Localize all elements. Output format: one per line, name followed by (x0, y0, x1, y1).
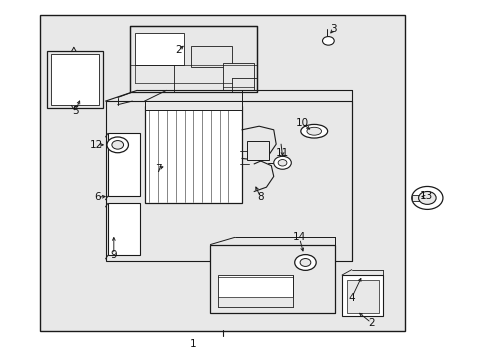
Circle shape (107, 137, 128, 153)
Circle shape (112, 140, 123, 149)
Circle shape (418, 192, 435, 204)
Text: 2: 2 (175, 45, 182, 55)
Bar (40, 15, 405, 330)
Text: 11: 11 (275, 148, 288, 158)
Circle shape (294, 255, 316, 270)
Text: 10: 10 (295, 118, 308, 128)
Text: 1: 1 (190, 339, 196, 349)
Text: 4: 4 (348, 293, 354, 303)
Text: 5: 5 (72, 106, 79, 116)
Bar (217, 275, 293, 307)
Text: 2: 2 (367, 318, 374, 328)
Bar (411, 195, 419, 201)
Text: 13: 13 (419, 191, 432, 201)
Bar (51, 54, 99, 105)
Text: 6: 6 (94, 192, 101, 202)
Circle shape (411, 186, 442, 210)
Bar (346, 280, 378, 313)
Text: 12: 12 (89, 140, 102, 150)
Text: 7: 7 (155, 163, 161, 174)
Text: 14: 14 (292, 232, 305, 242)
Bar (341, 275, 383, 316)
Bar (108, 134, 140, 196)
Bar (246, 140, 268, 160)
Bar (135, 33, 183, 65)
Bar (217, 297, 293, 307)
Circle shape (322, 37, 333, 45)
Ellipse shape (300, 125, 327, 138)
Bar (144, 101, 242, 110)
Text: 9: 9 (110, 249, 117, 260)
Bar (190, 45, 232, 67)
Polygon shape (105, 101, 351, 261)
Bar (222, 63, 254, 90)
Circle shape (300, 258, 310, 266)
Bar (210, 244, 334, 313)
Ellipse shape (306, 127, 321, 135)
Circle shape (278, 159, 286, 166)
Text: 8: 8 (257, 192, 264, 202)
Bar (108, 203, 140, 255)
Bar (144, 107, 242, 203)
Circle shape (273, 156, 291, 169)
Text: 3: 3 (330, 24, 336, 34)
Bar (130, 26, 256, 92)
Bar (47, 51, 103, 108)
